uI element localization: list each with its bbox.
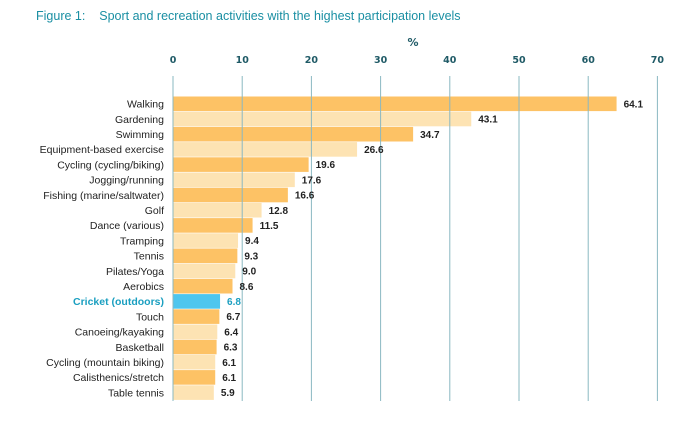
x-tick-label: 10 (236, 55, 250, 66)
category-label: Gardening (115, 114, 164, 126)
x-tick-label: 30 (374, 55, 388, 66)
value-label: 11.5 (260, 221, 279, 232)
bar (173, 385, 214, 400)
category-label: Dance (various) (90, 220, 164, 232)
x-axis-label: % (407, 36, 418, 49)
category-label: Swimming (116, 129, 165, 141)
bar (173, 278, 233, 294)
category-label: Aerobics (123, 281, 164, 293)
category-label: Jogging/running (89, 175, 164, 187)
category-labels: Walking Gardening Swimming Equipment-based … (40, 99, 164, 400)
gridlines (172, 76, 658, 401)
value-label: 19.6 (316, 160, 336, 171)
category-label: Touch (136, 311, 164, 323)
bar (173, 370, 216, 385)
x-tick-label: 50 (512, 55, 526, 66)
bar (173, 324, 218, 340)
x-axis-ticks: 0 10 20 30 40 50 60 70 (170, 55, 665, 66)
bar (173, 233, 239, 248)
bar (173, 187, 288, 203)
bar (173, 126, 414, 142)
value-label: 9.0 (242, 267, 256, 278)
bar (173, 202, 262, 218)
figure-label: Figure 1: (36, 9, 86, 23)
category-label: Table tennis (108, 387, 164, 399)
bar (173, 172, 295, 188)
value-label: 6.1 (222, 373, 236, 384)
category-label: Basketball (116, 342, 164, 354)
category-label: Tennis (134, 251, 164, 263)
value-label: 9.3 (244, 251, 258, 262)
bar (173, 263, 236, 279)
bar (173, 354, 216, 370)
x-tick-label: 0 (170, 55, 177, 66)
value-label: 26.6 (364, 145, 384, 156)
category-label: Calisthenics/stretch (73, 372, 164, 384)
value-labels: 64.1 43.1 34.7 26.6 19.6 17.6 16.6 12.8 11.59.4 9… (221, 99, 644, 399)
category-label: Cricket (outdoors) (73, 296, 164, 308)
value-label: 17.6 (302, 175, 322, 186)
value-label: 43.1 (478, 115, 498, 126)
x-tick-label: 60 (582, 55, 596, 66)
bar (173, 309, 220, 324)
category-label: Golf (145, 205, 164, 217)
value-label: 12.8 (269, 206, 289, 217)
category-label: Equipment-based exercise (40, 144, 164, 156)
value-label: 16.6 (295, 191, 315, 202)
category-label: Cycling (mountain biking) (46, 357, 164, 369)
value-label: 64.1 (624, 99, 644, 110)
value-label: 9.4 (245, 236, 259, 247)
value-label: 6.1 (222, 358, 236, 369)
bar (173, 157, 309, 172)
value-label: 6.4 (224, 327, 238, 338)
x-tick-label: 70 (651, 55, 665, 66)
bar (173, 111, 472, 127)
value-label: 5.9 (221, 388, 235, 399)
bar (173, 96, 617, 112)
value-label: 6.3 (224, 343, 238, 354)
category-label: Tramping (120, 235, 164, 247)
value-label: 6.8 (227, 297, 241, 308)
value-label: 34.7 (420, 130, 440, 141)
category-label: Canoeing/kayaking (75, 327, 164, 339)
figure-title: Figure 1: Sport and recreation activitie… (36, 9, 461, 23)
x-tick-label: 40 (443, 55, 457, 66)
bar (173, 142, 358, 157)
bar (173, 248, 238, 264)
bar (173, 294, 221, 309)
category-label: Pilates/Yoga (106, 266, 164, 278)
bars (173, 96, 617, 400)
category-label: Walking (127, 99, 164, 111)
figure-title-text: Sport and recreation activities with the… (99, 9, 461, 23)
x-tick-label: 20 (305, 55, 319, 66)
bar (173, 339, 217, 355)
category-label: Cycling (cycling/biking) (57, 159, 164, 171)
category-label: Fishing (marine/saltwater) (43, 190, 164, 202)
value-label: 8.6 (240, 282, 254, 293)
value-label: 6.7 (226, 312, 240, 323)
bar (173, 218, 253, 233)
